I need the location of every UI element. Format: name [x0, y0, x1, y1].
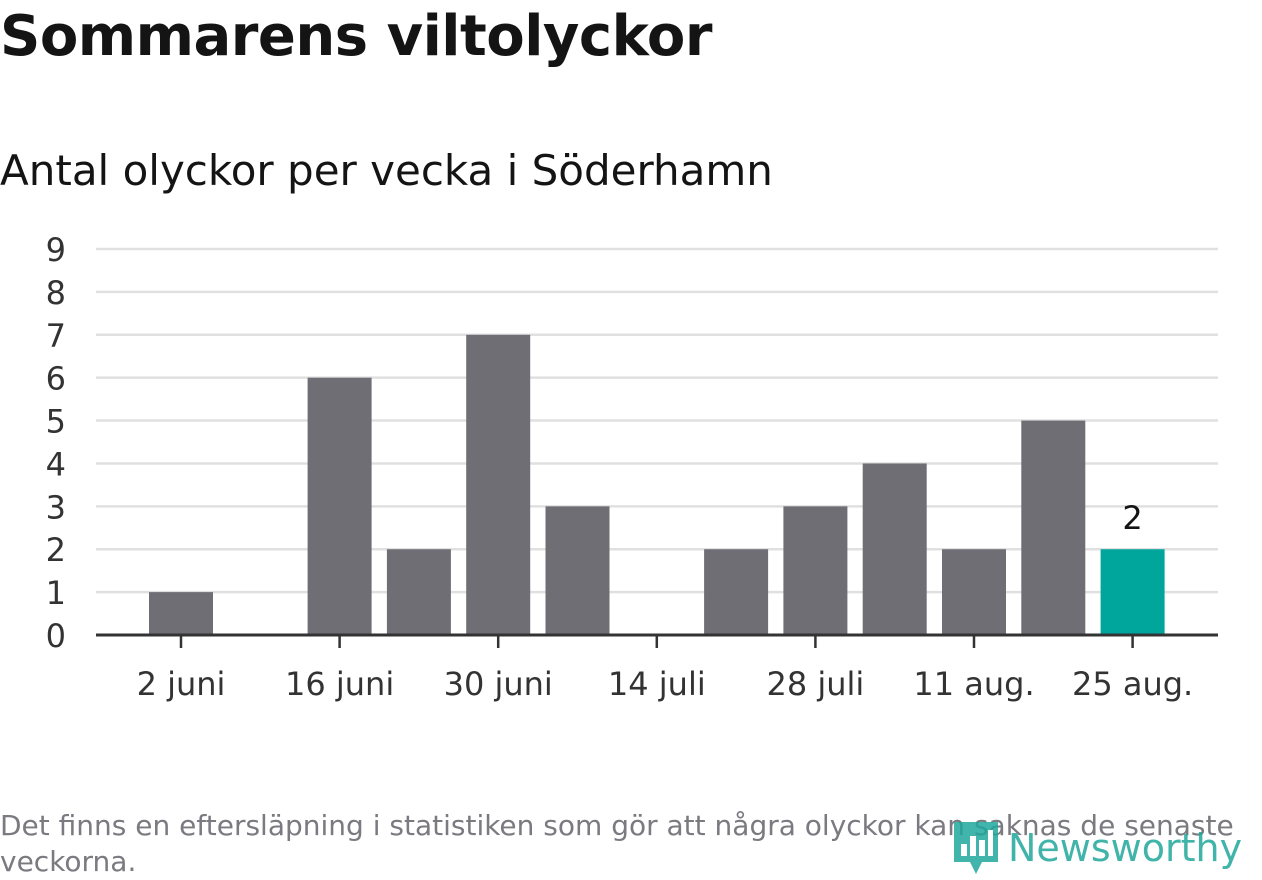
y-tick-label: 5 — [46, 403, 66, 441]
bar — [466, 334, 531, 635]
y-tick-label: 7 — [46, 317, 66, 355]
bar — [307, 377, 372, 635]
data-label: 2 — [1122, 499, 1142, 537]
x-tick-label: 14 juli — [608, 665, 706, 703]
y-axis-tick-labels: 0 1 2 3 4 5 6 7 8 9 — [46, 231, 66, 655]
y-tick-label: 2 — [46, 531, 66, 569]
bar-highlighted — [1100, 549, 1165, 635]
bar — [386, 549, 451, 635]
y-tick-label: 4 — [46, 445, 66, 483]
grid-lines — [96, 247, 1218, 594]
x-tick-label: 30 juni — [444, 665, 553, 703]
data-labels: 2 — [1122, 499, 1142, 537]
x-axis-tick-labels: 2 juni 16 juni 30 juni 14 juli 28 juli 11 aug… — [137, 665, 1194, 703]
x-tick-label: 2 juni — [137, 665, 226, 703]
newsworthy-logo: Newsworthy — [950, 818, 1242, 878]
bars — [149, 334, 1165, 635]
chart-title: Sommarens viltolyckor — [0, 4, 712, 69]
x-tick-label: 28 juli — [766, 665, 864, 703]
y-tick-label: 6 — [46, 360, 66, 398]
x-tick-label: 11 aug. — [913, 665, 1034, 703]
bar — [942, 549, 1006, 635]
bar — [1021, 420, 1086, 635]
bar — [862, 463, 927, 635]
y-tick-label: 3 — [46, 488, 66, 526]
x-tick-label: 16 juni — [285, 665, 394, 703]
bar — [149, 592, 213, 635]
bar — [704, 549, 769, 635]
y-tick-label: 8 — [46, 274, 66, 312]
y-tick-label: 1 — [46, 574, 66, 612]
bar — [545, 506, 610, 635]
footnote: Det finns en eftersläpning i statistiken… — [0, 809, 1234, 878]
logo-text: Newsworthy — [1008, 826, 1243, 870]
bar — [783, 506, 848, 635]
chart-subtitle: Antal olyckor per vecka i Söderhamn — [0, 146, 773, 195]
y-tick-label: 9 — [46, 231, 66, 269]
y-tick-label: 0 — [46, 617, 66, 655]
x-axis — [96, 633, 1218, 648]
x-tick-label: 25 aug. — [1072, 665, 1193, 703]
bar-chart-pin-icon — [954, 822, 998, 874]
